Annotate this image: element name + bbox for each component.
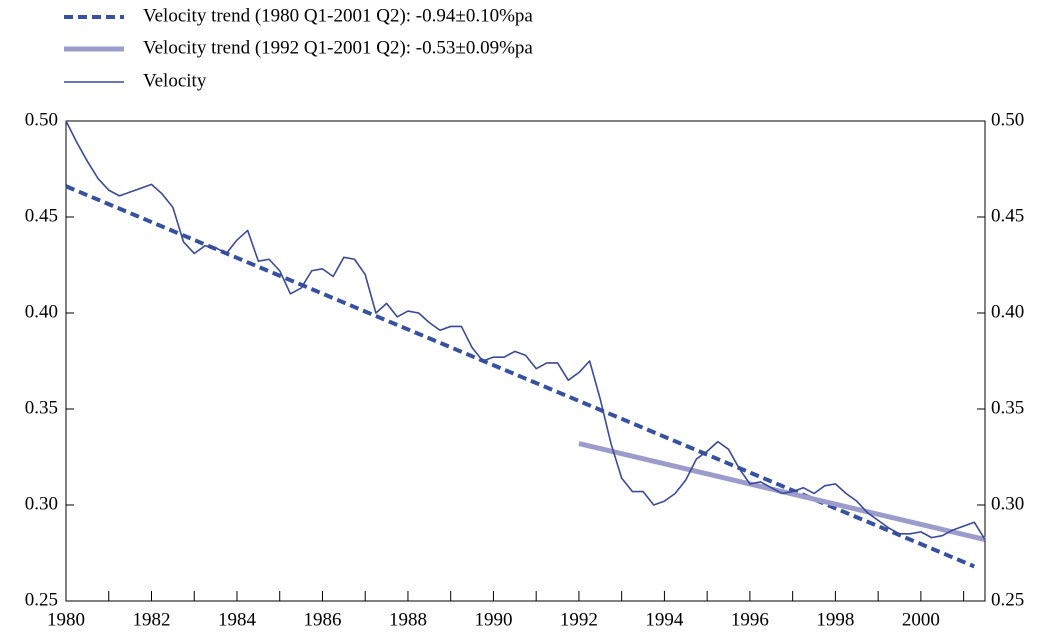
x-tick-label: 2000 xyxy=(902,609,940,630)
x-tick-label: 1992 xyxy=(560,609,598,630)
x-tick-label: 1988 xyxy=(389,609,427,630)
legend-label: Velocity xyxy=(143,70,207,91)
x-tick-label: 1994 xyxy=(645,609,684,630)
series-line xyxy=(65,120,986,540)
y-tick-label: 0.40 xyxy=(25,301,58,322)
y-tick-label: 0.45 xyxy=(25,205,58,226)
x-tick-label: 1982 xyxy=(132,609,170,630)
y-tick-label: 0.25 xyxy=(25,589,58,610)
series-line xyxy=(578,441,986,542)
series-line xyxy=(65,184,976,569)
plot-frame xyxy=(65,120,986,602)
y2-tick-label: 0.50 xyxy=(991,109,1024,130)
legend-label: Velocity trend (1980 Q1-2001 Q2): -0.94±… xyxy=(143,5,533,26)
y-tick-label: 0.35 xyxy=(25,397,58,418)
x-tick-label: 1980 xyxy=(47,609,85,630)
legend-label: Velocity trend (1992 Q1-2001 Q2): -0.53±… xyxy=(143,37,533,58)
y2-tick-label: 0.45 xyxy=(991,205,1024,226)
y-tick-label: 0.30 xyxy=(25,493,58,514)
x-tick-label: 1984 xyxy=(218,609,257,630)
y2-tick-label: 0.30 xyxy=(991,493,1024,514)
x-tick-label: 1998 xyxy=(816,609,854,630)
x-tick-label: 1990 xyxy=(474,609,512,630)
y2-tick-label: 0.25 xyxy=(991,589,1024,610)
x-tick-label: 1986 xyxy=(303,609,341,630)
y2-tick-label: 0.40 xyxy=(991,301,1024,322)
y-tick-label: 0.50 xyxy=(25,109,58,130)
y2-tick-label: 0.35 xyxy=(991,397,1024,418)
x-tick-label: 1996 xyxy=(731,609,769,630)
